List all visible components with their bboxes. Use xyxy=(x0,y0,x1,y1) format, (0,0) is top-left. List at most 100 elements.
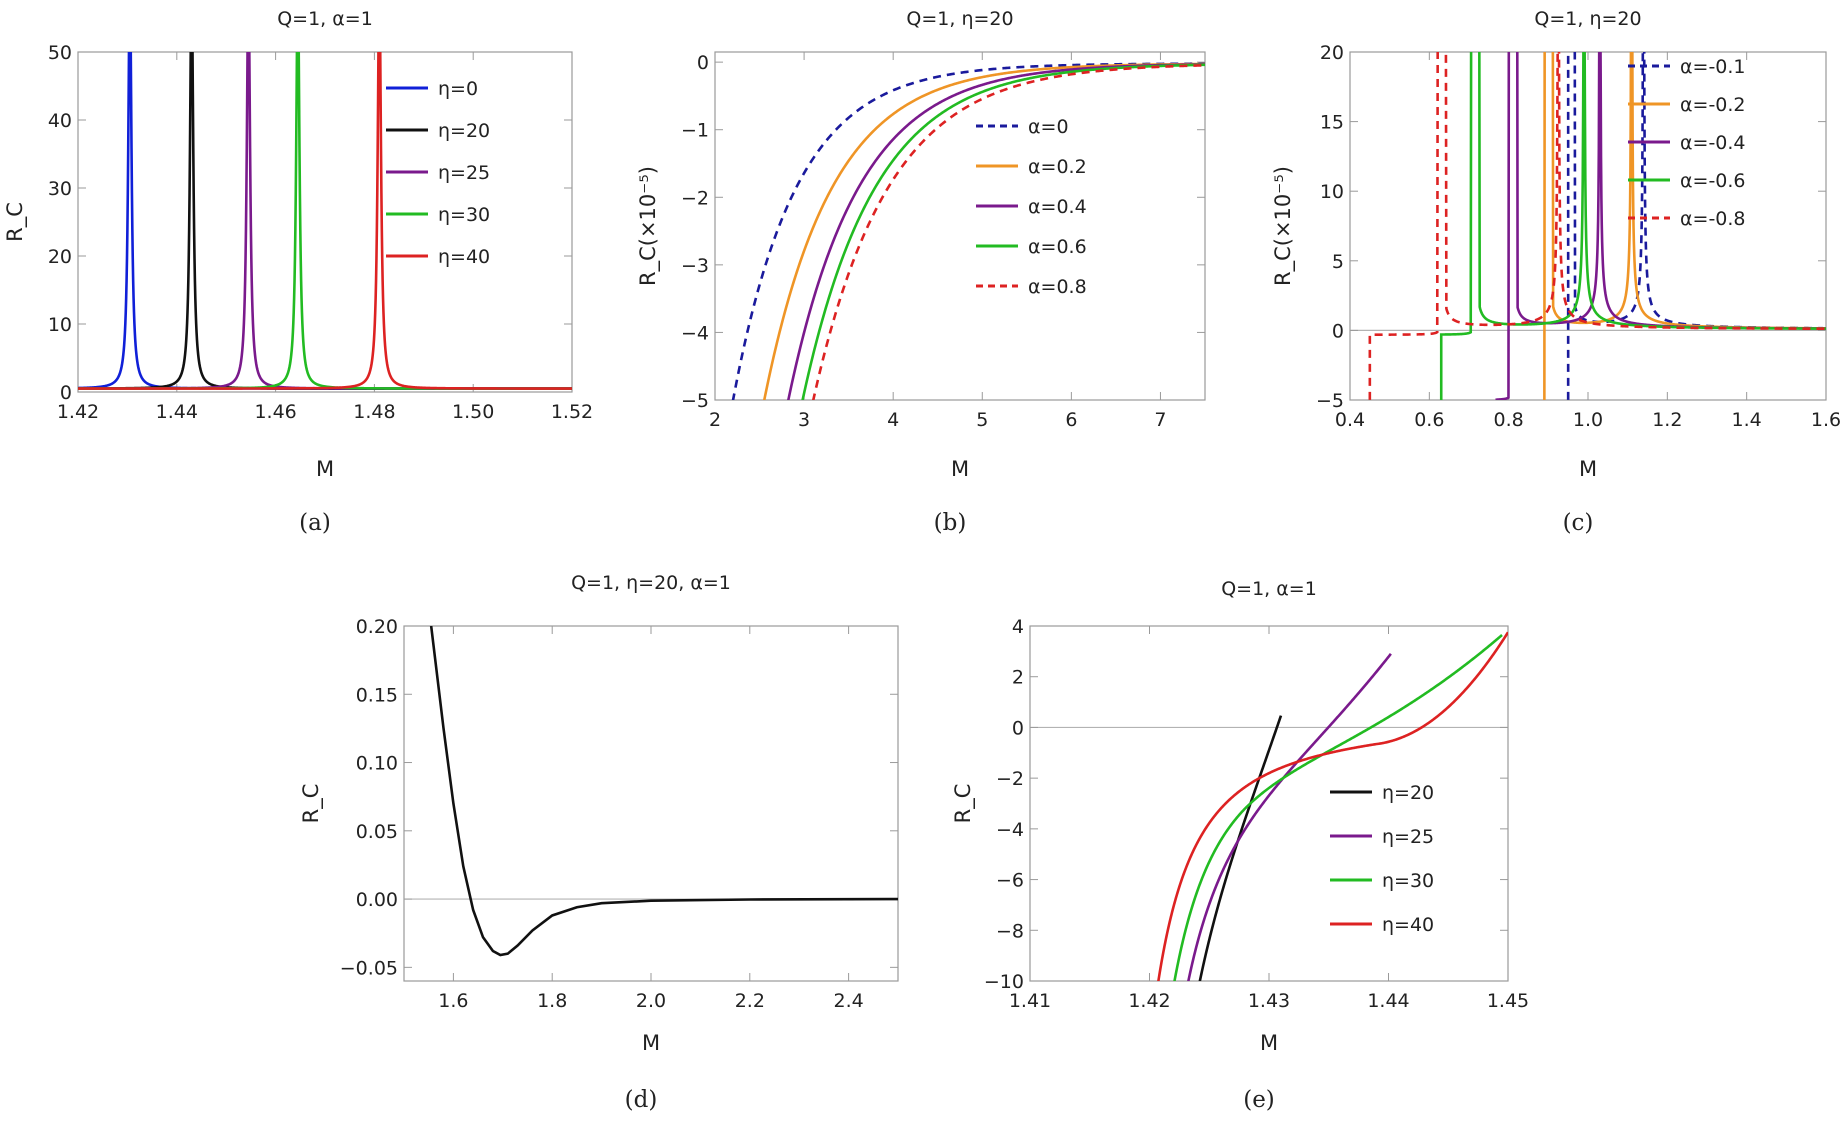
x-tick-label: 2.4 xyxy=(833,990,863,1012)
plot-frame xyxy=(77,51,573,393)
y-axis-label: R_C xyxy=(951,784,976,824)
legend-label: η=30 xyxy=(1382,870,1434,892)
x-tick-label: 1.4 xyxy=(1732,409,1762,431)
x-tick-label: 1.6 xyxy=(1811,409,1841,431)
y-tick-label: 4 xyxy=(1012,616,1024,638)
y-tick-label: −2 xyxy=(996,768,1024,790)
series-group xyxy=(78,52,572,390)
panel-title: Q=1, η=20 xyxy=(906,8,1013,30)
x-tick-label: 1.52 xyxy=(551,401,593,423)
x-axis-label: M xyxy=(951,457,969,481)
legend-label: α=0 xyxy=(1028,116,1069,138)
legend-label: η=40 xyxy=(1382,914,1434,936)
series-group xyxy=(1157,631,1508,981)
panel-caption: (e) xyxy=(1243,1087,1275,1113)
legend-label: α=-0.8 xyxy=(1680,208,1746,230)
series-line-α=-0.8 xyxy=(1368,52,1826,400)
x-tick-label: 1.44 xyxy=(1367,990,1409,1012)
series-line-η=25 xyxy=(1187,653,1392,981)
series-group xyxy=(429,626,898,957)
legend-label: α=0.6 xyxy=(1028,236,1087,258)
x-tick-label: 1.44 xyxy=(156,401,198,423)
y-tick-label: 5 xyxy=(1332,251,1344,273)
x-tick-label: 1.2 xyxy=(1652,409,1682,431)
y-tick-label: 30 xyxy=(48,178,72,200)
x-tick-label: 1.42 xyxy=(57,401,99,423)
panel-caption: (b) xyxy=(934,510,967,536)
legend-label: η=20 xyxy=(438,120,490,142)
legend-label: α=-0.1 xyxy=(1680,56,1746,78)
panel-title: Q=1, η=20 xyxy=(1534,8,1641,30)
y-tick-label: −4 xyxy=(996,819,1024,841)
legend-label: η=25 xyxy=(1382,826,1434,848)
panel-caption: (a) xyxy=(299,510,331,536)
x-tick-label: 4 xyxy=(887,409,899,431)
y-tick-label: −5 xyxy=(681,390,709,412)
y-tick-label: 20 xyxy=(1320,42,1344,64)
series-line-η=40 xyxy=(78,52,572,390)
y-axis-label: R_C(×10⁻⁵) xyxy=(1271,166,1296,286)
x-tick-label: 1.46 xyxy=(254,401,296,423)
y-axis-label: R_C xyxy=(3,202,28,242)
legend-label: α=0.4 xyxy=(1028,196,1087,218)
legend-label: η=25 xyxy=(438,162,490,184)
legend-label: α=0.2 xyxy=(1028,156,1087,178)
x-tick-label: 0.8 xyxy=(1494,409,1524,431)
plot-frame xyxy=(714,51,1206,401)
series-line-α=0.8 xyxy=(811,64,1205,400)
panel-caption: (d) xyxy=(625,1087,658,1113)
panel-caption: (c) xyxy=(1563,510,1594,536)
series-line-η=20 xyxy=(1198,715,1283,981)
x-tick-label: 2.0 xyxy=(636,990,666,1012)
panel-a: 1.42 1.44 1.46 1.48 1.50 1.52 0 10 20 30 40 50 η=0 η=… xyxy=(3,8,593,536)
series-line-η=30 xyxy=(1173,634,1503,981)
x-tick-label: 0.4 xyxy=(1335,409,1365,431)
x-tick-label: 1.50 xyxy=(452,401,494,423)
legend-label: η=40 xyxy=(438,246,490,268)
y-tick-label: 10 xyxy=(1320,181,1344,203)
x-axis-label: M xyxy=(642,1031,660,1055)
x-tick-label: 0.6 xyxy=(1414,409,1444,431)
y-tick-label: 0.10 xyxy=(356,753,398,775)
y-tick-label: −1 xyxy=(681,120,709,142)
x-tick-label: 1.45 xyxy=(1487,990,1529,1012)
x-axis-label: M xyxy=(1579,457,1597,481)
y-axis-label: R_C(×10⁻⁵) xyxy=(636,166,661,286)
y-tick-label: 0 xyxy=(60,382,72,404)
y-tick-label: 0.20 xyxy=(356,616,398,638)
y-tick-label: −3 xyxy=(681,255,709,277)
y-tick-label: −10 xyxy=(984,971,1024,993)
y-tick-label: −5 xyxy=(1316,390,1344,412)
panel-title: Q=1, η=20, α=1 xyxy=(571,572,731,594)
series-group xyxy=(731,62,1205,400)
x-tick-label: 1.42 xyxy=(1128,990,1170,1012)
x-tick-label: 2 xyxy=(709,409,721,431)
y-tick-label: 0.00 xyxy=(356,889,398,911)
x-tick-label: 1.48 xyxy=(353,401,395,423)
x-tick-label: 1.0 xyxy=(1573,409,1603,431)
x-tick-label: 1.6 xyxy=(438,990,468,1012)
y-tick-label: 0 xyxy=(1012,717,1024,739)
panel-e: 1.41 1.42 1.43 1.44 1.45 −10 −8 −6 −4 −2 0 2 4 η=20 η=… xyxy=(951,578,1529,1113)
y-tick-label: 0 xyxy=(697,52,709,74)
y-tick-label: 15 xyxy=(1320,112,1344,134)
y-tick-label: 0.05 xyxy=(356,821,398,843)
y-tick-label: 2 xyxy=(1012,667,1024,689)
series-line-η=20 xyxy=(429,626,898,957)
y-tick-label: 0.15 xyxy=(356,684,398,706)
y-tick-label: −6 xyxy=(996,870,1024,892)
x-tick-label: 2.2 xyxy=(735,990,765,1012)
x-tick-label: 7 xyxy=(1154,409,1166,431)
y-tick-label: −2 xyxy=(681,187,709,209)
legend-label: α=-0.2 xyxy=(1680,94,1746,116)
y-tick-label: −0.05 xyxy=(340,957,398,979)
series-line-η=40 xyxy=(1157,631,1508,981)
x-axis-label: M xyxy=(1260,1031,1278,1055)
y-tick-label: −8 xyxy=(996,920,1024,942)
y-tick-label: 20 xyxy=(48,246,72,268)
y-tick-label: 40 xyxy=(48,110,72,132)
series-group xyxy=(1368,52,1826,400)
legend-label: α=-0.4 xyxy=(1680,132,1746,154)
panel-c: 0.4 0.6 0.8 1.0 1.2 1.4 1.6 −5 0 5 10 15 20 α=-0.1 α=-… xyxy=(1271,8,1841,536)
